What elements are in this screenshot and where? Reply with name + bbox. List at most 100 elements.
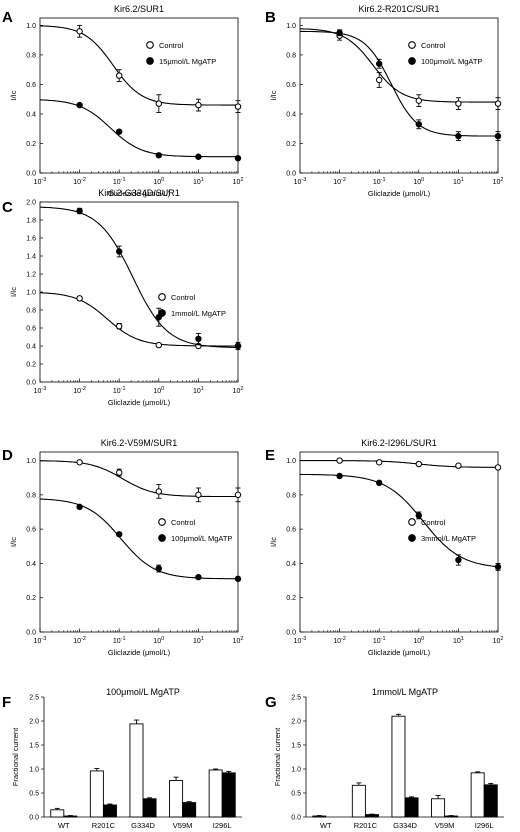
y-tick-label: 0.0 (26, 630, 36, 637)
y-tick-label: 0.0 (286, 171, 296, 178)
data-point-mgatp (76, 207, 83, 215)
legend-marker-mgatp (146, 57, 154, 65)
category-label: R201C (92, 821, 116, 830)
bar-control (391, 715, 406, 818)
fit-curve-control (300, 460, 498, 468)
panel-title: 1mmol/L MgATP (372, 687, 438, 697)
data-point-control (376, 459, 383, 466)
panel-letter: F (2, 694, 11, 711)
data-point-mgatp (116, 248, 123, 255)
data-point-control (494, 464, 502, 471)
category-label: WT (320, 821, 332, 830)
y-tick-label: 0.2 (26, 362, 36, 369)
category-label: I296L (475, 821, 494, 830)
panel-title: Kir6.2/SUR1 (114, 4, 164, 14)
panel-letter: A (2, 9, 13, 26)
data-point-control (234, 491, 242, 499)
bar-control (129, 723, 144, 818)
x-tick-label: 102 (233, 636, 244, 645)
data-point-mgatp (376, 479, 383, 487)
panel-C: C Kir6.2-G334D/SUR1 0.0 0.2 0.4 0.6 0.8 1.0 1.2 1… (2, 188, 243, 407)
y-tick-label: 0.6 (286, 527, 296, 534)
legend-label: 3mmol/L MgATP (421, 534, 476, 543)
data-point-mgatp (234, 575, 242, 583)
data-point-mgatp (494, 132, 502, 140)
data-point-control (415, 460, 422, 468)
y-tick-label: 0.0 (286, 630, 296, 637)
data-point-control (455, 462, 462, 469)
y-tick-label: 0.8 (26, 308, 36, 315)
bar-mgatp (221, 772, 236, 818)
y-tick-label: 0.0 (26, 171, 36, 178)
y-tick-label: 0.5 (29, 791, 39, 798)
data-point-mgatp (155, 152, 163, 159)
bar-control (169, 780, 184, 818)
y-tick-label: 0.4 (26, 111, 36, 118)
y-tick-label: 0.2 (26, 595, 36, 602)
x-tick-label: 10-2 (333, 177, 346, 186)
data-point-control (455, 100, 462, 107)
y-tick-label: 0.4 (26, 561, 36, 568)
fit-curve-mgatp (39, 99, 238, 158)
legend: Control 15μmol/L MgATP (146, 41, 216, 66)
panel-E: E Kir6.2-I296L/SUR1 0.0 0.2 0.4 0.6 0.8 1.0 10-3… (265, 438, 503, 657)
x-axis-label: Gliclazide (μmol/L) (108, 648, 171, 657)
y-tick-label: 0.4 (286, 111, 296, 118)
x-tick-label: 101 (453, 177, 464, 186)
y-axis-label: I/Ic (9, 90, 18, 100)
y-tick-label: 0.8 (26, 492, 36, 499)
panel-title: Kir6.2-R201C/SUR1 (358, 4, 439, 14)
legend-label: Control (159, 41, 184, 50)
x-tick-label: 10-1 (113, 386, 126, 395)
data-point-mgatp (76, 101, 83, 109)
data-point-control (195, 491, 202, 499)
data-point-control (116, 72, 123, 79)
plot-frame (299, 451, 499, 633)
plot-frame (39, 17, 239, 174)
y-tick-label: 0.8 (286, 492, 296, 499)
y-tick-label: 0.2 (286, 595, 296, 602)
y-tick-label: 0.6 (26, 527, 36, 534)
data-point-control (234, 103, 242, 110)
bar-control (470, 772, 485, 818)
legend-label: Control (171, 518, 196, 527)
data-point-mgatp (234, 155, 242, 162)
legend-label: 100μmol/L MgATP (171, 534, 232, 543)
y-tick-label: 0.4 (26, 344, 36, 351)
legend-marker-mgatp (158, 309, 166, 317)
legend-label: Control (171, 293, 196, 302)
y-tick-label: 2.0 (26, 200, 36, 207)
legend-label: Control (421, 518, 446, 527)
x-axis-label: Gliclazide (μmol/L) (368, 189, 431, 198)
data-point-mgatp (336, 29, 343, 36)
y-tick-label: 1.0 (286, 23, 296, 30)
plot-frame (39, 201, 239, 383)
legend-marker-control (158, 293, 166, 301)
panel-B: B Kir6.2-R201C/SUR1 0.0 0.2 0.4 0.6 0.8 1.0 10-3… (265, 4, 503, 198)
data-point-mgatp (455, 132, 462, 140)
legend-marker-mgatp (158, 534, 166, 542)
panel-letter: C (2, 199, 13, 216)
x-tick-label: 10-1 (373, 636, 386, 645)
x-tick-label: 100 (153, 177, 164, 186)
legend-marker-mgatp (408, 57, 416, 65)
y-axis-label: Fractional current (273, 727, 282, 786)
x-tick-label: 100 (153, 636, 164, 645)
legend: Control 3mmol/L MgATP (408, 518, 476, 543)
x-tick-label: 102 (233, 177, 244, 186)
category-label: V59M (173, 821, 193, 830)
y-tick-label: 2.0 (29, 719, 39, 726)
y-tick-label: 0.2 (26, 141, 36, 148)
y-tick-label: 0.6 (286, 82, 296, 89)
bar-mgatp (444, 815, 459, 818)
data-point-mgatp (415, 121, 422, 128)
x-tick-label: 10-3 (34, 386, 47, 395)
y-tick-label: 1.0 (26, 290, 36, 297)
legend-marker-mgatp (408, 534, 416, 542)
x-tick-label: 101 (193, 177, 204, 186)
panel-title: Kir6.2-G334D/SUR1 (98, 188, 180, 198)
y-axis-label: I/Ic (9, 537, 18, 547)
y-tick-label: 0.8 (26, 52, 36, 59)
y-axis-label: Fractional current (11, 727, 20, 786)
x-tick-label: 101 (453, 636, 464, 645)
